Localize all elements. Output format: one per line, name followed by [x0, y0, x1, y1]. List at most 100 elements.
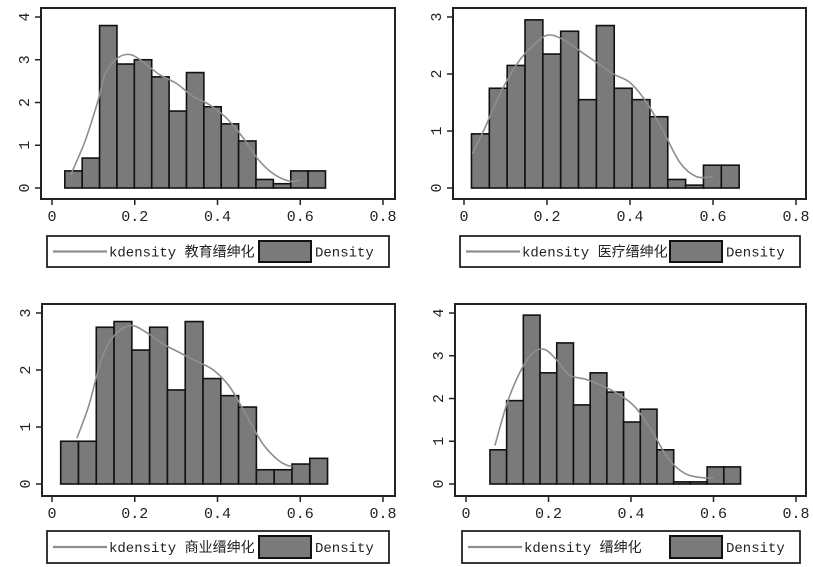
- histogram-bar: [622, 421, 642, 485]
- legend-bar-swatch: [669, 535, 723, 559]
- y-tick-label: 4: [431, 308, 448, 317]
- legend-bar-label: Density: [315, 246, 374, 262]
- y-tick-label: 3: [17, 55, 34, 64]
- histogram-bar: [291, 463, 311, 485]
- legend-bar-swatch: [258, 240, 312, 263]
- y-tick-label: 3: [18, 308, 35, 317]
- y-tick-label: 1: [431, 437, 448, 446]
- histogram-bar: [542, 53, 562, 189]
- legend-bar-swatch: [669, 240, 723, 263]
- y-tick-label: 3: [429, 12, 446, 21]
- y-tick-label: 1: [429, 126, 446, 135]
- x-tick-label: 0.6: [699, 209, 726, 226]
- histogram-bar: [539, 372, 558, 485]
- y-tick-label: 1: [17, 141, 34, 150]
- histogram-bar: [589, 372, 608, 485]
- x-tick-label: 0.2: [533, 209, 560, 226]
- legend-curve-label: kdensity 商业缙绅化: [109, 540, 255, 557]
- histogram-bar: [488, 87, 508, 189]
- x-tick-label: 0.2: [121, 506, 148, 523]
- histogram-bar: [116, 63, 136, 189]
- histogram-bar: [133, 58, 153, 189]
- legend-curve-label: kdensity 缙绅化: [524, 540, 642, 557]
- histogram-bar: [595, 24, 616, 189]
- y-tick-label: 0: [17, 183, 34, 192]
- histogram-bar: [220, 394, 240, 485]
- x-tick-label: 0.8: [369, 506, 396, 523]
- x-tick-label: 0.4: [204, 506, 231, 523]
- histogram-bar: [59, 440, 80, 485]
- legend-curve-label: kdensity 教育缙绅化: [109, 245, 255, 262]
- x-tick-label: 0.8: [782, 506, 809, 523]
- y-tick-label: 2: [17, 98, 34, 107]
- histogram-bar: [255, 178, 275, 189]
- histogram-bar: [220, 123, 240, 189]
- legend-curve-label: kdensity 医疗缙绅化: [522, 245, 668, 262]
- legend: kdensity 教育缙绅化 Density: [46, 235, 390, 268]
- x-tick-label: 0.6: [287, 506, 314, 523]
- x-tick-label: 0.6: [287, 209, 314, 226]
- histogram-bar: [168, 110, 188, 189]
- x-tick-label: 0: [47, 506, 56, 523]
- legend-bar-label: Density: [726, 246, 785, 262]
- x-tick-label: 0.8: [782, 209, 809, 226]
- legend: kdensity 商业缙绅化 Density: [46, 530, 390, 564]
- histogram-bar: [308, 457, 329, 485]
- histogram-bar: [81, 157, 101, 189]
- x-tick-label: 0: [47, 209, 56, 226]
- histogram-bar: [505, 399, 525, 485]
- histogram-bar: [202, 377, 222, 485]
- histogram-bar: [203, 105, 223, 189]
- histogram-bar: [148, 326, 169, 485]
- y-tick-label: 2: [429, 69, 446, 78]
- y-tick-label: 3: [431, 351, 448, 360]
- kdensity-curve: [69, 53, 301, 183]
- y-tick-label: 2: [431, 394, 448, 403]
- histogram-bar: [689, 481, 708, 485]
- histogram-bar: [559, 30, 580, 189]
- histogram-bar: [131, 349, 151, 485]
- histogram-bar: [77, 440, 98, 485]
- legend-bar-swatch: [258, 535, 312, 559]
- histogram-bar: [639, 408, 658, 485]
- panel-education: 0 1 2 3 4 0 0.2 0.4 0.6 0.8 kdensity 教育缙绅化 Density: [17, 7, 397, 268]
- histogram-bar: [185, 71, 205, 189]
- histogram-bar: [255, 468, 275, 485]
- y-tick-label: 4: [17, 12, 34, 21]
- histogram-bar: [506, 64, 526, 189]
- histogram-bar: [98, 24, 118, 189]
- histogram-bar: [273, 468, 293, 485]
- legend: kdensity 医疗缙绅化 Density: [459, 235, 801, 268]
- histogram-bar: [706, 466, 725, 485]
- x-tick-label: 0.4: [617, 506, 644, 523]
- y-tick-label: 0: [18, 479, 35, 488]
- kdensity-curve: [494, 348, 714, 479]
- legend: kdensity 缙绅化 Density: [461, 530, 801, 564]
- histogram-bar: [649, 115, 669, 189]
- legend-bar-label: Density: [726, 541, 785, 557]
- y-tick-label: 0: [429, 183, 446, 192]
- histogram-bar: [672, 481, 692, 485]
- histogram-bar: [307, 170, 327, 189]
- x-tick-label: 0: [461, 506, 470, 523]
- histogram-bar: [572, 404, 591, 485]
- histogram-bar: [470, 133, 491, 189]
- histogram-bar: [113, 320, 133, 485]
- x-tick-label: 0.2: [121, 209, 148, 226]
- x-tick-label: 0.8: [369, 209, 396, 226]
- histogram-bar: [720, 164, 740, 189]
- panel-commercial: 0 1 2 3 0 0.2 0.4 0.6 0.8 kdensity 商业缙绅化 Density: [18, 303, 397, 564]
- x-tick-label: 0.6: [700, 506, 727, 523]
- histogram-bar: [166, 389, 187, 485]
- y-tick-label: 2: [18, 365, 35, 374]
- x-tick-label: 0: [459, 209, 468, 226]
- histogram-bar: [184, 320, 204, 485]
- kdensity-curve: [471, 34, 714, 179]
- histogram-bar: [522, 314, 541, 485]
- histogram-bar: [613, 87, 633, 189]
- histogram-bar: [723, 466, 742, 485]
- histogram-bar: [489, 448, 508, 485]
- histogram-bar: [656, 448, 675, 485]
- histogram-bar: [666, 178, 687, 189]
